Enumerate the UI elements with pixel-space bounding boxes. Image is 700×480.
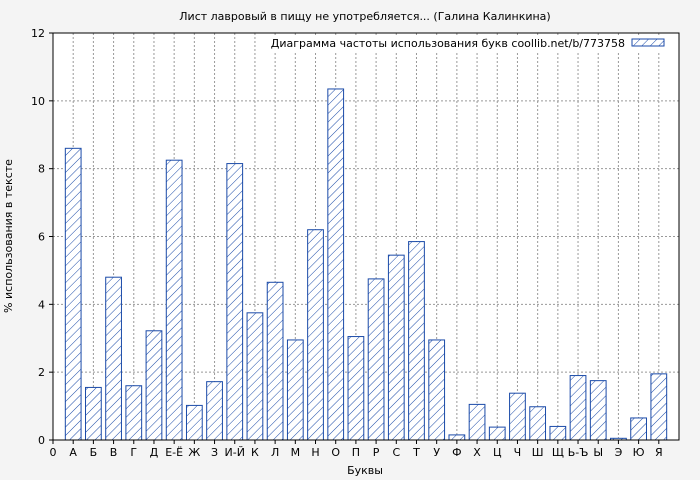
bar <box>630 417 647 441</box>
y-tick-label: 2 <box>38 366 45 379</box>
x-tick-label: Л <box>271 446 279 459</box>
x-tick-label: Б <box>90 446 98 459</box>
x-tick-label: И-Й <box>225 446 245 459</box>
bar <box>307 229 324 441</box>
bar <box>246 312 264 441</box>
bar <box>327 88 345 441</box>
bar <box>367 278 385 441</box>
x-tick-label: М <box>291 446 301 459</box>
chart-title: Лист лавровый в пищу не употребляется...… <box>179 10 550 23</box>
bar <box>266 281 284 441</box>
bar <box>468 403 486 441</box>
legend-label: Диаграмма частоты использования букв coo… <box>271 37 625 50</box>
x-tick-label: О <box>331 446 340 459</box>
x-tick-label: Т <box>412 446 420 459</box>
plot-frame <box>52 32 680 441</box>
x-tick-label: Ц <box>493 446 502 459</box>
bar <box>387 254 405 441</box>
y-tick-label: 4 <box>38 298 45 311</box>
bar <box>206 381 223 441</box>
bar <box>529 406 547 441</box>
x-tick-label: Э <box>615 446 623 459</box>
x-tick-label: Я <box>655 446 663 459</box>
x-tick-label: Г <box>130 446 137 459</box>
bar <box>105 276 122 441</box>
bar <box>165 159 183 441</box>
y-axis-label: % использования в тексте <box>2 159 15 313</box>
x-tick-label: Ф <box>452 446 461 459</box>
y-tick-label: 12 <box>31 27 45 40</box>
x-tick-label: 0 <box>50 446 57 459</box>
x-tick-label: Д <box>150 446 159 459</box>
x-tick-label: Е-Ё <box>165 446 183 459</box>
x-tick-label: П <box>352 446 360 459</box>
bar <box>509 392 526 441</box>
x-tick-label: Ы <box>593 446 603 459</box>
bar <box>286 339 304 441</box>
x-tick-label: Ч <box>514 446 522 459</box>
x-tick-label: Ь-Ъ <box>568 446 589 459</box>
bar <box>549 425 567 441</box>
y-tick-label: 10 <box>31 95 45 108</box>
x-tick-label: В <box>110 446 118 459</box>
x-tick-label: Р <box>373 446 380 459</box>
y-tick-label: 8 <box>38 163 45 176</box>
legend-background <box>268 36 676 52</box>
bar <box>589 380 607 441</box>
bar <box>569 375 587 441</box>
bar <box>185 404 203 441</box>
legend-swatch <box>631 38 665 47</box>
bar <box>226 163 244 441</box>
x-tick-label: Ю <box>633 446 645 459</box>
bar <box>64 147 82 441</box>
x-tick-label: Ш <box>532 446 544 459</box>
bar <box>488 426 506 441</box>
x-tick-label: Х <box>473 446 481 459</box>
bar <box>347 336 365 441</box>
bar <box>448 434 466 441</box>
bar <box>650 373 668 441</box>
y-tick-label: 6 <box>38 231 45 244</box>
legend: Диаграмма частоты использования букв coo… <box>268 36 676 52</box>
bar <box>408 241 425 441</box>
bar <box>125 385 143 441</box>
x-tick-label: Н <box>311 446 319 459</box>
x-tick-label: Ж <box>188 446 200 459</box>
bar <box>85 386 102 441</box>
x-tick-label: С <box>392 446 400 459</box>
x-tick-label: А <box>69 446 77 459</box>
y-tick-label: 0 <box>38 434 45 447</box>
bar <box>428 339 446 441</box>
x-tick-label: К <box>251 446 259 459</box>
x-tick-label: У <box>433 446 440 459</box>
x-tick-label: З <box>211 446 218 459</box>
x-tick-label: Щ <box>552 446 564 459</box>
bar <box>145 330 163 441</box>
x-axis-label: Буквы <box>347 464 383 477</box>
